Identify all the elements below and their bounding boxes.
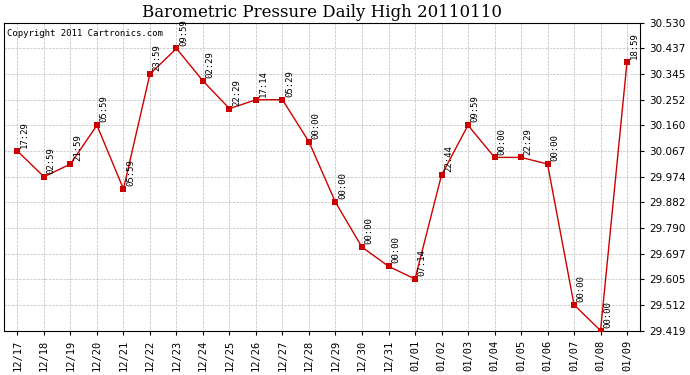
Text: 00:00: 00:00	[577, 275, 586, 302]
Text: 22:29: 22:29	[524, 128, 533, 154]
Text: 05:59: 05:59	[100, 96, 109, 123]
Text: 05:59: 05:59	[126, 159, 135, 186]
Text: 21:59: 21:59	[73, 134, 82, 161]
Point	[39, 174, 50, 180]
Text: 00:00: 00:00	[338, 172, 347, 200]
Text: 00:00: 00:00	[497, 128, 506, 154]
Text: 00:00: 00:00	[312, 112, 321, 139]
Point	[65, 161, 76, 167]
Point	[118, 186, 129, 192]
Text: 00:00: 00:00	[391, 237, 400, 264]
Text: 00:00: 00:00	[603, 301, 612, 328]
Point	[144, 71, 155, 77]
Text: 00:00: 00:00	[365, 217, 374, 244]
Text: 18:59: 18:59	[630, 32, 639, 59]
Point	[171, 45, 182, 51]
Text: 22:29: 22:29	[233, 79, 241, 106]
Point	[462, 122, 473, 128]
Point	[569, 302, 580, 308]
Point	[330, 199, 341, 205]
Point	[304, 139, 315, 145]
Text: 05:29: 05:29	[285, 70, 294, 97]
Point	[622, 58, 633, 64]
Text: 02:29: 02:29	[206, 51, 215, 78]
Text: 09:59: 09:59	[471, 96, 480, 123]
Text: 22:44: 22:44	[444, 146, 453, 172]
Point	[515, 154, 526, 160]
Text: 00:00: 00:00	[551, 134, 560, 161]
Text: 17:14: 17:14	[259, 70, 268, 97]
Point	[250, 97, 262, 103]
Point	[489, 154, 500, 160]
Point	[409, 276, 420, 282]
Point	[12, 148, 23, 154]
Point	[595, 327, 606, 333]
Title: Barometric Pressure Daily High 20110110: Barometric Pressure Daily High 20110110	[142, 4, 502, 21]
Point	[91, 122, 102, 128]
Text: 02:59: 02:59	[47, 147, 56, 174]
Text: 09:59: 09:59	[179, 19, 188, 46]
Text: Copyright 2011 Cartronics.com: Copyright 2011 Cartronics.com	[8, 29, 164, 38]
Text: 23:59: 23:59	[152, 44, 161, 71]
Text: 07:14: 07:14	[417, 249, 427, 276]
Point	[357, 244, 368, 250]
Point	[224, 106, 235, 112]
Point	[383, 263, 394, 269]
Point	[197, 78, 208, 84]
Point	[542, 161, 553, 167]
Point	[436, 172, 447, 178]
Text: 17:29: 17:29	[20, 122, 29, 148]
Point	[277, 97, 288, 103]
